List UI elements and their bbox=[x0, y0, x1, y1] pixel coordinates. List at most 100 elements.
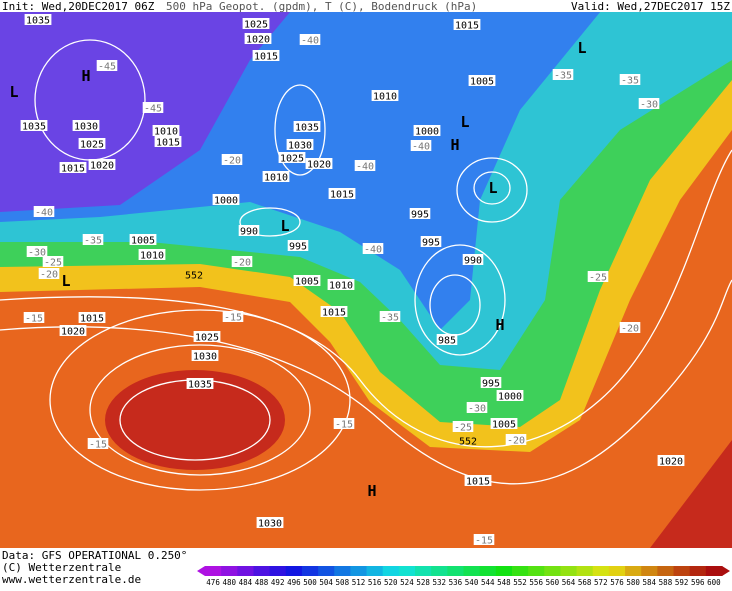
colorbar-segment bbox=[705, 566, 723, 576]
isobar-label: 1005 bbox=[295, 277, 319, 288]
isobar-label: 995 bbox=[289, 242, 307, 253]
colorbar-label: 572 bbox=[594, 578, 608, 587]
isobar-label: 1015 bbox=[330, 190, 354, 201]
pressure-center: H bbox=[495, 316, 504, 334]
isobar-label-box bbox=[286, 139, 314, 150]
temperature-label-box bbox=[466, 402, 488, 413]
colorbar-segment bbox=[673, 566, 691, 576]
valid-text: Valid: Wed,27DEC2017 15Z bbox=[571, 0, 730, 13]
isobar-label: 1010 bbox=[264, 173, 288, 184]
isobar-label: 1035 bbox=[295, 123, 319, 134]
isobar-label: 995 bbox=[422, 238, 440, 249]
temperature-label: -25 bbox=[589, 273, 607, 284]
isobar-label-box bbox=[371, 90, 399, 101]
temperature-label-box bbox=[505, 434, 527, 445]
isobar-label: 1020 bbox=[659, 457, 683, 468]
colorbar-label: 512 bbox=[352, 578, 366, 587]
pressure-center: L bbox=[488, 179, 497, 197]
isobar-label-box bbox=[453, 19, 481, 30]
isobar-label: 1025 bbox=[280, 154, 304, 165]
isobar-label-box bbox=[59, 325, 87, 336]
isobar-label-box bbox=[320, 306, 348, 317]
isobar bbox=[49, 309, 351, 491]
colorbar-label: 536 bbox=[449, 578, 463, 587]
colorbar-label: 592 bbox=[675, 578, 689, 587]
temperature-label-box bbox=[142, 102, 164, 113]
temperature-label: -35 bbox=[554, 71, 572, 82]
colorbar-segment bbox=[560, 566, 578, 576]
isobar-label-box bbox=[154, 136, 182, 147]
isobar-label-box bbox=[20, 120, 48, 131]
isobar-label-box bbox=[293, 121, 321, 132]
pressure-center: L bbox=[61, 272, 70, 290]
isobar-label: 1035 bbox=[26, 16, 50, 27]
temperature-label: -25 bbox=[454, 423, 472, 434]
temperature-label: -40 bbox=[356, 162, 374, 173]
isobar-label-box bbox=[327, 279, 355, 290]
isobar-label: 990 bbox=[240, 227, 258, 238]
isobar-label-box bbox=[212, 194, 240, 205]
temperature-label-box bbox=[473, 534, 495, 545]
temperature-label-box bbox=[231, 256, 253, 267]
isobar-label-box bbox=[413, 125, 441, 136]
colorbar-arrow-left bbox=[197, 566, 205, 576]
isobar-label-box bbox=[252, 50, 280, 61]
temperature-label: -20 bbox=[233, 258, 251, 269]
colorbar-label: 596 bbox=[691, 578, 705, 587]
isobar-label-box bbox=[468, 75, 496, 86]
isobar-label-box bbox=[305, 158, 333, 169]
colorbar-label: 548 bbox=[497, 578, 511, 587]
colorbar-segment bbox=[544, 566, 561, 576]
isobar-label: 1010 bbox=[373, 92, 397, 103]
isobar-label-box bbox=[138, 249, 166, 260]
temperature-label: -15 bbox=[89, 440, 107, 451]
colorbar-label: 528 bbox=[416, 578, 430, 587]
colorbar-segment bbox=[350, 566, 368, 576]
colorbar-label: 492 bbox=[271, 578, 285, 587]
colorbar-segment bbox=[463, 566, 481, 576]
temperature-label: -30 bbox=[468, 404, 486, 415]
colorbar-segment bbox=[657, 566, 675, 576]
temperature-label: -40 bbox=[412, 142, 430, 153]
isobar bbox=[239, 207, 301, 237]
colorbar-label: 500 bbox=[303, 578, 317, 587]
temperature-label: -25 bbox=[44, 258, 62, 269]
isobar-label: 1035 bbox=[22, 122, 46, 133]
colorbar-segment bbox=[382, 566, 400, 576]
colorbar-segment bbox=[205, 566, 222, 576]
isobar-label-box bbox=[462, 254, 484, 265]
isobar-label: 1015 bbox=[80, 314, 104, 325]
temperature-label-box bbox=[638, 98, 660, 109]
temperature-label-box bbox=[33, 206, 55, 217]
isobar-label: 1010 bbox=[329, 281, 353, 292]
colorbar-label: 532 bbox=[432, 578, 446, 587]
colorbar-label: 488 bbox=[255, 578, 269, 587]
colorbar-segment bbox=[528, 566, 545, 576]
colorbar-segment bbox=[237, 566, 254, 576]
isobar-label: 1025 bbox=[244, 20, 268, 31]
temperature-label-box bbox=[410, 140, 432, 151]
colorbar-arrow-right bbox=[722, 566, 730, 576]
colorbar-label: 508 bbox=[336, 578, 350, 587]
temperature-label: -40 bbox=[301, 36, 319, 47]
isobar-label: 1025 bbox=[80, 140, 104, 151]
isobar-label: 1015 bbox=[322, 308, 346, 319]
colorbar-segment bbox=[592, 566, 610, 576]
colorbar-label: 568 bbox=[578, 578, 592, 587]
colorbar-label: 544 bbox=[481, 578, 495, 587]
colorbar-segment bbox=[511, 566, 529, 576]
pressure-center: L bbox=[460, 113, 469, 131]
isobar-label-box bbox=[59, 162, 87, 173]
pressure-center: L bbox=[280, 217, 289, 235]
temperature-label: -20 bbox=[621, 324, 639, 335]
colorbar-label: 516 bbox=[368, 578, 382, 587]
temperature-label: -15 bbox=[335, 420, 353, 431]
temperature-label-box bbox=[452, 421, 474, 432]
isobar-label: 1020 bbox=[307, 160, 331, 171]
isobar-label-box bbox=[657, 455, 685, 466]
isobar-label: 1010 bbox=[140, 251, 164, 262]
colorbar-label: 564 bbox=[562, 578, 576, 587]
isobar-label: 1025 bbox=[195, 333, 219, 344]
temperature-label-box bbox=[552, 69, 574, 80]
isobar-label-box bbox=[78, 312, 106, 323]
